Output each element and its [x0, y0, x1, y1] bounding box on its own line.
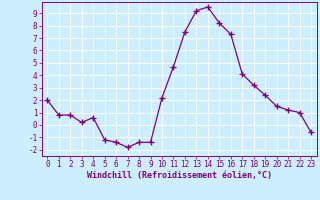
X-axis label: Windchill (Refroidissement éolien,°C): Windchill (Refroidissement éolien,°C)	[87, 171, 272, 180]
